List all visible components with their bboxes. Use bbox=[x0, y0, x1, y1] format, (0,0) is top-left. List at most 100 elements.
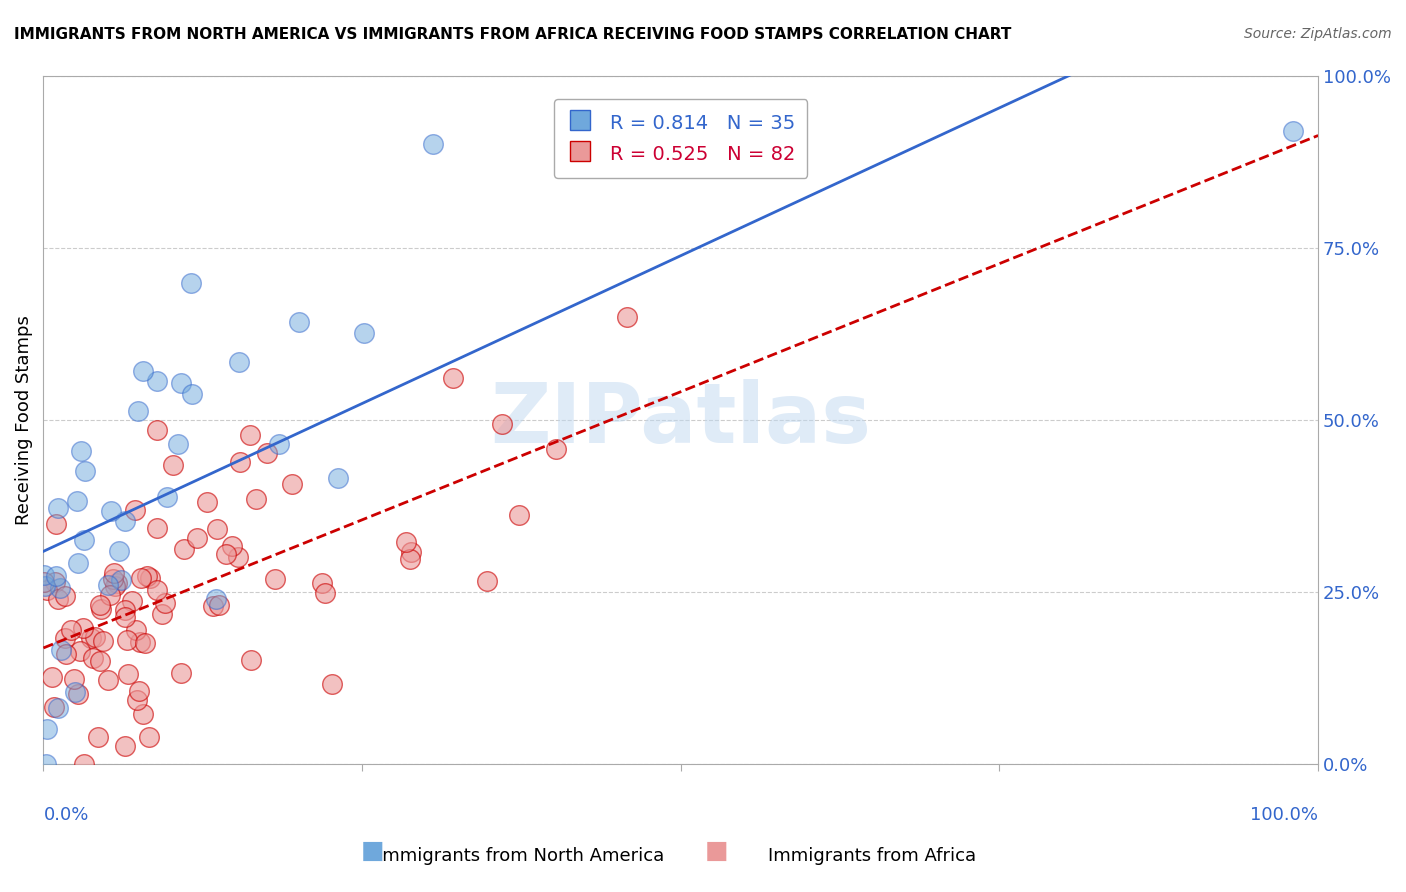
Immigrants from Africa bbox=[264, 572, 287, 586]
Immigrants from North America bbox=[1281, 123, 1303, 137]
Immigrants from North America bbox=[180, 276, 202, 290]
Immigrants from Africa bbox=[53, 631, 76, 645]
Immigrants from Africa bbox=[128, 684, 150, 698]
Immigrants from Africa bbox=[321, 676, 343, 690]
Immigrants from Africa bbox=[67, 687, 90, 701]
Text: Source: ZipAtlas.com: Source: ZipAtlas.com bbox=[1244, 27, 1392, 41]
Immigrants from North America bbox=[132, 364, 155, 378]
Immigrants from Africa bbox=[245, 491, 267, 506]
Immigrants from Africa bbox=[616, 310, 638, 324]
Immigrants from Africa bbox=[170, 665, 193, 680]
Immigrants from Africa bbox=[138, 730, 160, 744]
Immigrants from Africa bbox=[114, 610, 136, 624]
Immigrants from Africa bbox=[82, 650, 104, 665]
Immigrants from Africa bbox=[104, 579, 127, 593]
Legend: R = 0.814   N = 35, R = 0.525   N = 82: R = 0.814 N = 35, R = 0.525 N = 82 bbox=[554, 99, 807, 178]
Immigrants from North America bbox=[288, 314, 311, 328]
Immigrants from Africa bbox=[395, 535, 418, 549]
Immigrants from North America bbox=[70, 444, 93, 458]
Immigrants from Africa bbox=[101, 573, 124, 587]
Immigrants from North America bbox=[66, 494, 89, 508]
Immigrants from Africa bbox=[89, 598, 111, 612]
Immigrants from Africa bbox=[208, 598, 231, 612]
Immigrants from Africa bbox=[146, 520, 169, 534]
Y-axis label: Receiving Food Stamps: Receiving Food Stamps bbox=[15, 315, 32, 524]
Immigrants from Africa bbox=[37, 582, 59, 597]
Immigrants from North America bbox=[34, 579, 56, 593]
Immigrants from Africa bbox=[201, 599, 224, 613]
Immigrants from Africa bbox=[80, 632, 103, 646]
Immigrants from Africa bbox=[546, 442, 568, 456]
Immigrants from North America bbox=[45, 569, 67, 583]
Immigrants from North America bbox=[107, 544, 129, 558]
Immigrants from Africa bbox=[134, 636, 156, 650]
Immigrants from North America bbox=[63, 685, 86, 699]
Immigrants from North America bbox=[146, 374, 169, 388]
Immigrants from Africa bbox=[150, 607, 173, 622]
Immigrants from Africa bbox=[314, 585, 336, 599]
Immigrants from Africa bbox=[162, 458, 184, 472]
Immigrants from Africa bbox=[124, 623, 146, 637]
Immigrants from North America bbox=[228, 355, 250, 369]
Immigrants from Africa bbox=[103, 566, 125, 580]
Immigrants from North America bbox=[32, 568, 55, 582]
Immigrants from Africa bbox=[60, 623, 83, 637]
Immigrants from North America bbox=[67, 556, 90, 570]
Immigrants from Africa bbox=[45, 517, 67, 532]
Immigrants from North America bbox=[48, 701, 70, 715]
Immigrants from Africa bbox=[44, 574, 66, 589]
Text: Immigrants from Africa: Immigrants from Africa bbox=[768, 847, 976, 865]
Text: ■: ■ bbox=[706, 838, 728, 863]
Immigrants from Africa bbox=[129, 571, 152, 585]
Immigrants from North America bbox=[326, 471, 349, 485]
Immigrants from North America bbox=[353, 326, 375, 340]
Immigrants from Africa bbox=[55, 647, 77, 661]
Immigrants from Africa bbox=[128, 635, 150, 649]
Immigrants from North America bbox=[127, 404, 149, 418]
Immigrants from Africa bbox=[127, 693, 149, 707]
Immigrants from Africa bbox=[508, 508, 530, 523]
Immigrants from Africa bbox=[311, 576, 333, 591]
Immigrants from Africa bbox=[145, 583, 167, 598]
Immigrants from North America bbox=[35, 722, 58, 736]
Immigrants from Africa bbox=[32, 575, 55, 590]
Immigrants from Africa bbox=[90, 601, 112, 615]
Text: ZIPatlas: ZIPatlas bbox=[491, 379, 872, 460]
Immigrants from Africa bbox=[69, 643, 91, 657]
Immigrants from Africa bbox=[84, 630, 107, 644]
Immigrants from Africa bbox=[114, 603, 136, 617]
Immigrants from Africa bbox=[46, 592, 69, 607]
Immigrants from Africa bbox=[117, 633, 139, 648]
Immigrants from Africa bbox=[73, 757, 96, 772]
Immigrants from Africa bbox=[121, 594, 143, 608]
Text: 0.0%: 0.0% bbox=[44, 805, 89, 823]
Immigrants from North America bbox=[100, 504, 122, 518]
Immigrants from North America bbox=[51, 643, 73, 657]
Immigrants from Africa bbox=[441, 371, 464, 385]
Immigrants from North America bbox=[110, 573, 132, 587]
Immigrants from Africa bbox=[239, 653, 262, 667]
Text: 100.0%: 100.0% bbox=[1250, 805, 1319, 823]
Immigrants from Africa bbox=[131, 706, 153, 721]
Immigrants from Africa bbox=[221, 539, 243, 553]
Immigrants from Africa bbox=[153, 596, 176, 610]
Text: IMMIGRANTS FROM NORTH AMERICA VS IMMIGRANTS FROM AFRICA RECEIVING FOOD STAMPS CO: IMMIGRANTS FROM NORTH AMERICA VS IMMIGRA… bbox=[14, 27, 1011, 42]
Immigrants from Africa bbox=[477, 574, 499, 588]
Immigrants from Africa bbox=[139, 571, 162, 585]
Immigrants from Africa bbox=[72, 621, 94, 635]
Immigrants from Africa bbox=[97, 673, 120, 687]
Immigrants from North America bbox=[73, 533, 96, 547]
Immigrants from Africa bbox=[186, 531, 208, 545]
Immigrants from North America bbox=[267, 437, 290, 451]
Text: Immigrants from North America: Immigrants from North America bbox=[377, 847, 664, 865]
Immigrants from Africa bbox=[117, 667, 139, 681]
Immigrants from Africa bbox=[399, 552, 422, 566]
Immigrants from Africa bbox=[87, 730, 110, 744]
Immigrants from North America bbox=[34, 757, 56, 772]
Immigrants from Africa bbox=[63, 672, 86, 686]
Immigrants from North America bbox=[114, 514, 136, 528]
Immigrants from Africa bbox=[89, 654, 111, 668]
Immigrants from Africa bbox=[229, 455, 252, 469]
Immigrants from Africa bbox=[195, 495, 218, 509]
Immigrants from North America bbox=[46, 501, 69, 516]
